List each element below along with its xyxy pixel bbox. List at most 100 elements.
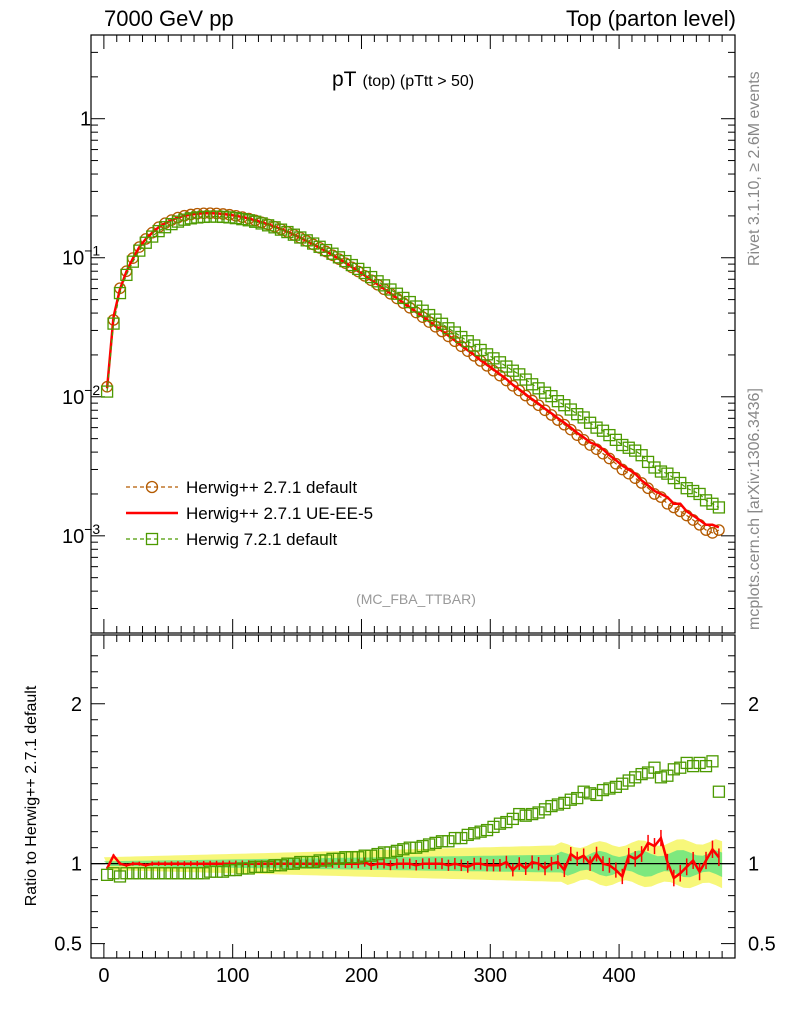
ratio-series-herwig721-point <box>326 852 339 866</box>
ratio-series-herwig721-point <box>422 838 436 851</box>
series-herwig721-point <box>249 215 262 228</box>
ratio-series-herwig721-point <box>178 867 191 880</box>
series-layer <box>100 207 726 539</box>
series-herwig721-point <box>686 484 700 498</box>
ratio-series-herwig721-point <box>461 828 474 842</box>
series-herwig721-point <box>616 438 629 452</box>
ratio-ytick-label-right: 0.5 <box>748 934 776 956</box>
ratio-series-herwig721-point <box>532 806 545 819</box>
header-process: 7000 GeV pp <box>104 6 234 31</box>
series-herwig721-point <box>629 444 642 457</box>
series-herwig721-point <box>261 219 275 232</box>
series-herwig721-point <box>699 494 713 507</box>
ratio-series-herwig721-point <box>184 867 197 880</box>
ratio-series-herwig721-point <box>242 862 255 875</box>
ratio-series-herwig721-point <box>249 860 262 874</box>
ratio-series-herwig721-point <box>352 851 365 864</box>
ratio-series-herwig721-point <box>622 774 635 787</box>
series-herwig721-point <box>345 258 358 272</box>
series-herwig721-point <box>139 236 152 249</box>
ratio-xtick-label: 0 <box>98 965 109 987</box>
ratio-series-herwig721-point <box>229 863 243 877</box>
series-herwig721-point <box>326 247 339 260</box>
series-herwig721-point <box>661 467 674 480</box>
ratio-series-herwig721-point <box>487 820 500 834</box>
ratio-series-herwig721-point <box>255 860 268 874</box>
ratio-ytick-label: 0.5 <box>54 934 82 956</box>
series-herwig721-point <box>532 382 545 395</box>
series-herwig721-point <box>648 461 661 474</box>
series-herwig721-point <box>435 317 449 330</box>
series-herwig721-point <box>165 217 178 231</box>
series-herwig721-point <box>583 416 597 429</box>
ratio-series-herwig721-point <box>113 870 127 883</box>
ratio-series-herwig721-point <box>429 836 442 850</box>
series-herwig721-point <box>564 403 577 416</box>
ratio-series-herwig721-point <box>577 785 590 798</box>
series-herwig721-line <box>106 216 720 508</box>
series-herwig721-point <box>416 304 429 317</box>
legend-label-herwig721: Herwig 7.2.1 default <box>186 530 337 549</box>
ratio-series-herwig721-point <box>609 780 623 794</box>
ratio-series-herwig721-point <box>397 843 410 856</box>
watermark-analysis: (MC_FBA_TTBAR) <box>356 591 476 607</box>
series-herwigpp_default-point <box>642 482 654 495</box>
ratio-series-herwig721-point <box>223 863 236 877</box>
ratio-series-herwig721-point <box>158 867 172 880</box>
legend-marker-herwig721 <box>145 532 159 546</box>
ratio-series-herwig721-point <box>281 857 294 870</box>
series-herwig721-point <box>364 270 378 284</box>
ratio-series-herwig721-point <box>474 825 487 838</box>
series-herwig721-point <box>377 279 391 292</box>
ratio-series-layer <box>100 755 726 887</box>
ratio-series-herwig721-point <box>641 766 655 779</box>
series-herwig721-point <box>455 330 468 344</box>
ratio-series-herwig721-point <box>300 855 313 869</box>
ratio-series-herwig721-point <box>107 867 120 880</box>
ratio-series-herwig721-point <box>358 849 371 862</box>
ratio-series-herwig721-point <box>519 809 532 822</box>
ratio-series-herwig721-point <box>152 867 165 880</box>
ratio-series-herwig721-point <box>603 782 616 795</box>
ratio-series-herwig721-point <box>558 796 571 810</box>
series-herwig721-point <box>442 322 455 335</box>
ratio-series-herwig721-point <box>345 851 358 864</box>
series-herwig721-point <box>223 211 236 224</box>
ratio-series-herwig721-point <box>629 771 642 784</box>
ratio-xtick-label: 200 <box>345 965 378 987</box>
series-herwig721-point <box>493 356 507 369</box>
series-herwig721-point <box>506 364 519 377</box>
ratio-series-herwig721-point <box>538 803 552 816</box>
series-herwig721-point <box>268 221 281 234</box>
ratio-series-herwig721-point <box>390 844 404 858</box>
series-herwig721-point <box>667 471 680 485</box>
ratio-series-herwig721-point <box>287 857 301 870</box>
series-herwig721-point <box>113 286 127 300</box>
series-herwig721-point <box>319 243 333 257</box>
ratio-series-herwig721-point <box>706 755 719 768</box>
main-title: pT (top) (pTtt > 50) <box>332 68 474 91</box>
series-herwig721-point <box>203 210 217 223</box>
ratio-series-herwig721-point <box>648 761 661 774</box>
ratio-series-herwig721-point <box>210 865 223 878</box>
ratio-series-herwig721-point <box>274 859 288 872</box>
ratio-series-herwig721-point <box>216 865 230 878</box>
series-herwig721-point <box>390 287 404 300</box>
legend-marker-herwigpp-default <box>145 480 159 494</box>
series-herwig721-point <box>197 210 210 224</box>
axes: 1 10−1 10−2 10−3 0 100 200 300 400 0.5 0.5 1 1 2 2 <box>54 34 776 987</box>
series-herwig721-point <box>635 449 648 462</box>
series-herwig721-point <box>126 255 140 268</box>
ratio-series-herwig721-point <box>319 854 333 867</box>
series-herwig721-point <box>242 214 255 227</box>
ratio-series-herwig721-point <box>191 867 204 880</box>
ratio-series-herwig721-point <box>525 807 539 821</box>
ratio-series-herwig721-point <box>590 788 603 802</box>
series-herwig721-point <box>184 212 197 225</box>
series-herwig721-point <box>133 244 146 257</box>
ratio-series-herwig721-point <box>667 763 680 776</box>
series-herwig721-point <box>384 283 397 296</box>
ratio-series-herwig721-point <box>506 812 519 826</box>
ratio-series-herwig721-point <box>571 791 584 805</box>
series-herwig721-point <box>654 465 668 478</box>
